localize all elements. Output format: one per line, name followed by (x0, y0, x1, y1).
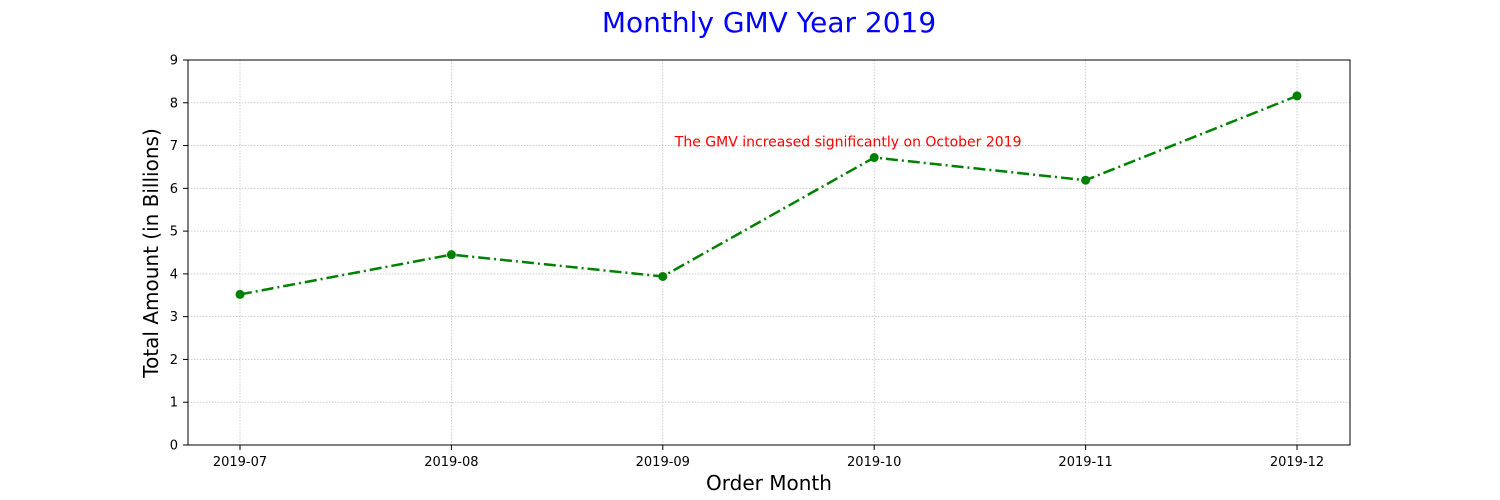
y-tick-label: 1 (170, 396, 178, 411)
axes (183, 59, 1351, 450)
y-tick-label: 8 (170, 96, 178, 111)
y-tick-label: 4 (170, 267, 178, 282)
x-tick-label: 2019-12 (1270, 455, 1324, 470)
plot-frame (187, 59, 1351, 446)
y-tick-label: 6 (170, 182, 178, 197)
y-tick-label: 9 (170, 54, 178, 69)
x-tick-label: 2019-10 (847, 455, 901, 470)
series-line (239, 94, 1298, 296)
data-point-marker (869, 153, 879, 163)
x-tick-label: 2019-08 (424, 455, 478, 470)
x-tick-label: 2019-11 (1058, 455, 1112, 470)
chart-title: Monthly GMV Year 2019 (602, 6, 936, 39)
y-tick-label: 2 (170, 353, 178, 368)
data-point-marker (658, 271, 668, 281)
tick-labels: 0 1 2 3 4 5 6 7 8 9 2019-07 2019-08 2019-09 2019-10 20… (170, 54, 1324, 471)
data-points (235, 91, 1302, 299)
grid-lines (188, 59, 1350, 446)
data-point-marker (446, 250, 456, 260)
data-point-marker (1292, 91, 1302, 101)
y-tick-label: 7 (170, 139, 178, 154)
chart-annotation: The GMV increased significantly on Octob… (674, 134, 1022, 150)
data-point-marker (1081, 175, 1091, 185)
x-axis-label: Order Month (706, 471, 832, 495)
series-line-path (239, 94, 1298, 296)
y-axis-label: Total Amount (in Billions) (139, 128, 163, 379)
x-tick-label: 2019-09 (636, 455, 690, 470)
y-tick-label: 5 (170, 225, 178, 240)
y-tick-label: 0 (170, 439, 178, 454)
data-point-marker (235, 289, 245, 299)
x-tick-label: 2019-07 (213, 455, 267, 470)
y-tick-label: 3 (170, 310, 178, 325)
